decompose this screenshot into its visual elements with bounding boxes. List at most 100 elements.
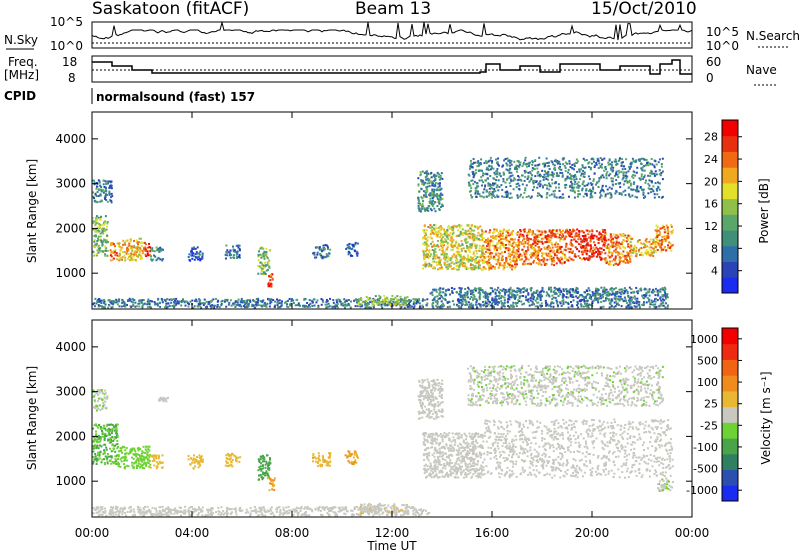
scatter-cell (627, 246, 629, 248)
scatter-cell (589, 251, 591, 253)
scatter-cell (441, 194, 443, 196)
scatter-cell (512, 243, 514, 245)
scatter-cell (105, 190, 107, 192)
scatter-cell (518, 166, 520, 168)
scatter-cell (359, 299, 361, 301)
scatter-cell (590, 294, 592, 296)
scatter-cell (504, 264, 506, 266)
scatter-cell (578, 169, 580, 171)
scatter-cell (437, 295, 439, 297)
scatter-cell (587, 250, 589, 252)
scatter-cell (439, 298, 441, 300)
scatter-cell (431, 184, 433, 186)
scatter-cell (394, 297, 396, 299)
scatter-cell (489, 188, 491, 190)
scatter-cell (109, 194, 111, 196)
scatter-cell (579, 300, 581, 302)
scatter-cell (237, 245, 239, 247)
scatter-cell (659, 173, 661, 175)
scatter-cell (324, 248, 326, 250)
scatter-cell (592, 180, 594, 182)
scatter-cell (622, 168, 624, 170)
scatter-cell (189, 301, 191, 303)
scatter-cell (622, 177, 624, 179)
scatter-cell (524, 228, 526, 230)
scatter-cell (495, 238, 497, 240)
scatter-cell (513, 188, 515, 190)
scatter-cell (437, 246, 439, 248)
scatter-cell (436, 264, 438, 266)
scatter-cell (350, 255, 352, 257)
scatter-cell (547, 165, 549, 167)
scatter-cell (532, 161, 534, 163)
scatter-cell (444, 232, 446, 234)
scatter-cell (195, 253, 197, 255)
scatter-cell (206, 301, 208, 303)
scatter-cell (506, 266, 508, 268)
scatter-cell (112, 303, 114, 305)
scatter-cell (354, 250, 356, 252)
scatter-cell (511, 164, 513, 166)
scatter-cell (196, 300, 198, 302)
scatter-cell (133, 299, 135, 301)
scatter-cell (633, 183, 635, 185)
scatter-cell (522, 165, 524, 167)
scatter-cell (489, 229, 491, 231)
scatter-cell (542, 243, 544, 245)
scatter-cell (450, 232, 452, 234)
scatter-cell (641, 158, 643, 160)
scatter-cell (631, 176, 633, 178)
scatter-cell (104, 223, 106, 225)
scatter-cell (488, 240, 490, 242)
scatter-cell (433, 297, 435, 299)
scatter-cell (335, 304, 337, 306)
scatter-cell (452, 229, 454, 231)
scatter-cell (643, 246, 645, 248)
scatter-cell (464, 288, 466, 290)
scatter-cell (618, 170, 620, 172)
scatter-cell (655, 170, 657, 172)
scatter-cell (342, 305, 344, 307)
scatter-cell (498, 298, 500, 300)
scatter-cell (614, 245, 616, 247)
scatter-cell (472, 304, 474, 306)
scatter-cell (638, 159, 640, 161)
scatter-cell (481, 179, 483, 181)
scatter-cell (580, 238, 582, 240)
scatter-cell (122, 240, 124, 242)
scatter-cell (418, 185, 420, 187)
scatter-cell (564, 254, 566, 256)
scatter-cell (612, 171, 614, 173)
scatter-cell (470, 160, 472, 162)
scatter-cell (95, 194, 97, 196)
nave-tick-top: 60 (706, 55, 721, 69)
scatter-cell (477, 185, 479, 187)
scatter-cell (567, 260, 569, 262)
scatter-cell (630, 247, 632, 249)
scatter-cell (587, 300, 589, 302)
scatter-cell (495, 293, 497, 295)
scatter-cell (140, 300, 142, 302)
scatter-cell (132, 304, 134, 306)
scatter-cell (634, 305, 636, 307)
scatter-cell (494, 190, 496, 192)
scatter-cell (423, 231, 425, 233)
scatter-cell (644, 251, 646, 253)
scatter-cell (599, 192, 601, 194)
scatter-cell (539, 305, 541, 307)
scatter-cell (264, 262, 266, 264)
scatter-cell (509, 264, 511, 266)
scatter-cell (566, 293, 568, 295)
scatter-cell (583, 299, 585, 301)
scatter-cell (125, 305, 127, 307)
scatter-cell (607, 193, 609, 195)
scatter-cell (523, 240, 525, 242)
scatter-cell (257, 273, 259, 275)
scatter-cell (96, 244, 98, 246)
scatter-cell (484, 247, 486, 249)
scatter-cell (425, 194, 427, 196)
scatter-cell (217, 301, 219, 303)
scatter-cell (471, 197, 473, 199)
scatter-cell (279, 306, 281, 308)
scatter-cell (642, 189, 644, 191)
